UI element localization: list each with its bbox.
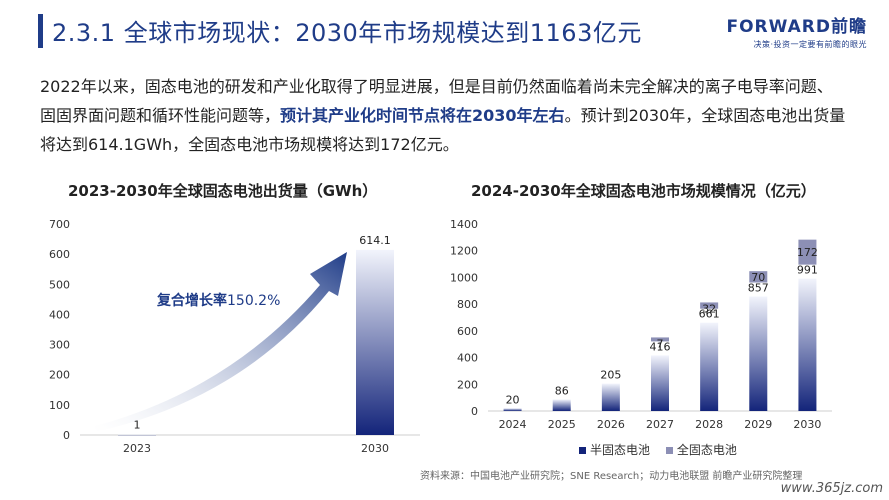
chart2-bar-semi (552, 399, 571, 411)
legend-label-semi: 半固态电池 (590, 443, 651, 457)
chart2-ytick: 600 (457, 325, 478, 338)
logo-text: FORWARD前瞻 (726, 17, 867, 37)
chart2-label-all: 7 (657, 337, 664, 350)
chart1-ytick: 600 (49, 248, 70, 261)
chart2-label-semi: 205 (600, 369, 621, 382)
chart2-xtick: 2030 (793, 418, 821, 431)
chart2-ytick: 0 (471, 405, 478, 418)
chart1-ytick: 100 (49, 399, 70, 412)
chart2-ytick: 800 (457, 298, 478, 311)
watermark: www.365jz.com (780, 481, 883, 496)
legend-all-solid: 全固态电池 (665, 443, 737, 457)
legend-swatch-semi (579, 447, 586, 454)
chart1-xtick: 2023 (123, 442, 151, 455)
chart1-xtick: 2030 (361, 442, 389, 455)
chart2-xtick: 2025 (548, 418, 576, 431)
chart2-ytick: 1400 (450, 218, 478, 231)
cagr-value: 150.2% (227, 293, 281, 309)
para-part-2: 。预计到2030年，全球固态电池出货量将达到614.1GWh，全固态电池市场规模… (40, 106, 846, 154)
legend-label-all: 全固态电池 (676, 443, 737, 457)
chart2-xtick: 2027 (646, 418, 674, 431)
legend-semi-solid: 半固态电池 (579, 443, 650, 457)
chart2-bar-all (749, 271, 768, 283)
para-highlight: 预计其产业化时间节点将在2030年左右 (280, 106, 565, 125)
chart1-bar (118, 434, 156, 436)
chart2-label-semi: 20 (506, 393, 520, 406)
chart2-legend: 半固态电池 全固态电池 (579, 441, 749, 458)
chart2-xtick: 2026 (597, 418, 625, 431)
title-accent (38, 14, 43, 48)
chart2-label-all: 172 (797, 246, 818, 259)
chart2-ytick: 1000 (450, 271, 478, 284)
chart2-bar-semi (651, 355, 669, 411)
chart2-bar-semi (503, 408, 522, 411)
chart2-xtick: 2029 (744, 418, 772, 431)
chart2-ytick: 1200 (450, 245, 478, 258)
chart1-data-label: 614.1 (359, 234, 391, 247)
brand-logo: FORWARD前瞻 决策·投资一定要有前瞻的眼光 (697, 12, 867, 52)
para-part-1: 2022年以来，固态电池的研发和产业化取得了明显进展，但是目前仍然面临着尚未完全… (40, 77, 833, 125)
chart2-label-all: 70 (751, 271, 765, 284)
chart2-label-semi: 416 (650, 340, 671, 353)
chart1-ytick: 200 (49, 369, 70, 382)
chart2-xtick: 2028 (695, 418, 723, 431)
chart1-data-label: 1 (134, 419, 141, 432)
chart2-bar-all (798, 239, 817, 265)
intro-paragraph: 2022年以来，固态电池的研发和产业化取得了明显进展，但是目前仍然面临着尚未完全… (40, 72, 848, 159)
chart2-label-semi: 857 (748, 282, 769, 295)
chart1-ytick: 700 (49, 218, 70, 231)
chart2-bar-all (651, 337, 669, 342)
chart2-bar-all (700, 302, 719, 309)
chart2-label-semi: 661 (699, 308, 720, 321)
cagr-label: 复合增长率 (157, 293, 227, 309)
chart1-bar (356, 249, 394, 435)
chart2-ytick: 400 (457, 352, 478, 365)
chart2-title: 2024-2030年全球固态电池市场规模情况（亿元） (471, 182, 816, 200)
title-bar: 2.3.1 全球市场现状：2030年市场规模达到1163亿元 FORWARD前瞻… (0, 0, 889, 62)
chart1-ytick: 400 (49, 308, 70, 321)
chart1-ytick: 0 (63, 429, 70, 442)
chart2-label-semi: 86 (555, 385, 569, 398)
logo-slogan: 决策·投资一定要有前瞻的眼光 (753, 40, 867, 49)
chart2-bar-semi (700, 322, 719, 411)
chart2-bar-semi (749, 296, 768, 411)
chart1-title: 2023-2030年全球固态电池出货量（GWh） (68, 182, 378, 200)
chart2-ytick: 200 (457, 378, 478, 391)
chart2-label-semi: 991 (797, 264, 818, 277)
chart2-label-all: 32 (702, 302, 716, 315)
page-title: 2.3.1 全球市场现状：2030年市场规模达到1163亿元 (52, 19, 642, 47)
source-note: 资料来源：中国电池产业研究院；SNE Research；动力电池联盟 前瞻产业研… (420, 471, 803, 482)
chart2-bar-semi (601, 383, 620, 411)
growth-arrow-icon (95, 252, 347, 432)
cagr-annotation: 复合增长率150.2% (157, 290, 280, 310)
chart2-bar-semi (798, 278, 817, 411)
legend-swatch-all (665, 447, 673, 454)
chart1-ytick: 300 (49, 339, 70, 352)
chart1-ytick: 500 (49, 278, 70, 291)
chart2-xtick: 2024 (499, 418, 527, 431)
